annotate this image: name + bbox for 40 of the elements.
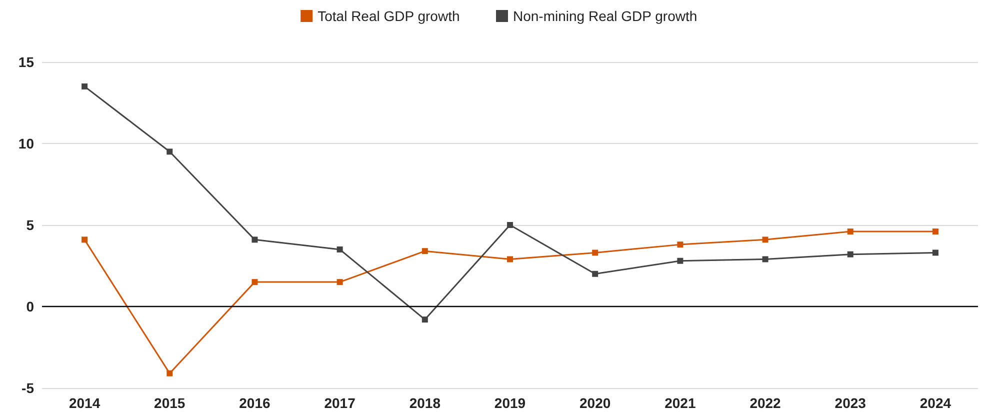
x-tick-label: 2024: [920, 395, 952, 411]
point: [932, 250, 938, 256]
point: [932, 228, 938, 235]
point: [592, 270, 598, 277]
point: [422, 316, 428, 323]
legend-label: Non-mining Real GDP growth: [512, 8, 698, 24]
x-tick-label: 2023: [834, 395, 866, 411]
point: [847, 251, 854, 258]
legend-label: Total Real GDP growth: [318, 8, 460, 24]
x-tick-label: 2019: [494, 395, 526, 411]
point: [677, 242, 684, 248]
x-tick-label: 2020: [580, 395, 611, 411]
x-tick-label: 2021: [664, 395, 696, 411]
point: [82, 83, 88, 90]
point: [336, 279, 343, 286]
x-tick-label: 2017: [324, 395, 356, 411]
point: [166, 148, 173, 155]
point: [336, 246, 343, 252]
y-tick-label: -5: [22, 380, 34, 396]
x-tick-label: 2015: [154, 395, 186, 411]
x-tick-label: 2016: [239, 395, 271, 411]
point: [252, 279, 258, 286]
y-tick-label: 10: [18, 136, 34, 152]
point: [762, 236, 768, 243]
point: [252, 236, 258, 243]
x-tick-label: 2014: [68, 395, 100, 411]
point: [592, 250, 598, 256]
point: [422, 248, 428, 254]
x-tick-label: 2022: [750, 395, 782, 411]
point: [507, 256, 513, 262]
point: [82, 236, 88, 243]
y-tick-label: 5: [26, 217, 34, 233]
point: [507, 222, 513, 228]
point: [166, 370, 173, 376]
point: [762, 256, 768, 262]
y-tick-label: 15: [18, 54, 34, 70]
point: [847, 228, 854, 235]
point: [677, 258, 684, 264]
x-tick-label: 2018: [409, 395, 441, 411]
y-tick-label: 0: [26, 298, 34, 314]
